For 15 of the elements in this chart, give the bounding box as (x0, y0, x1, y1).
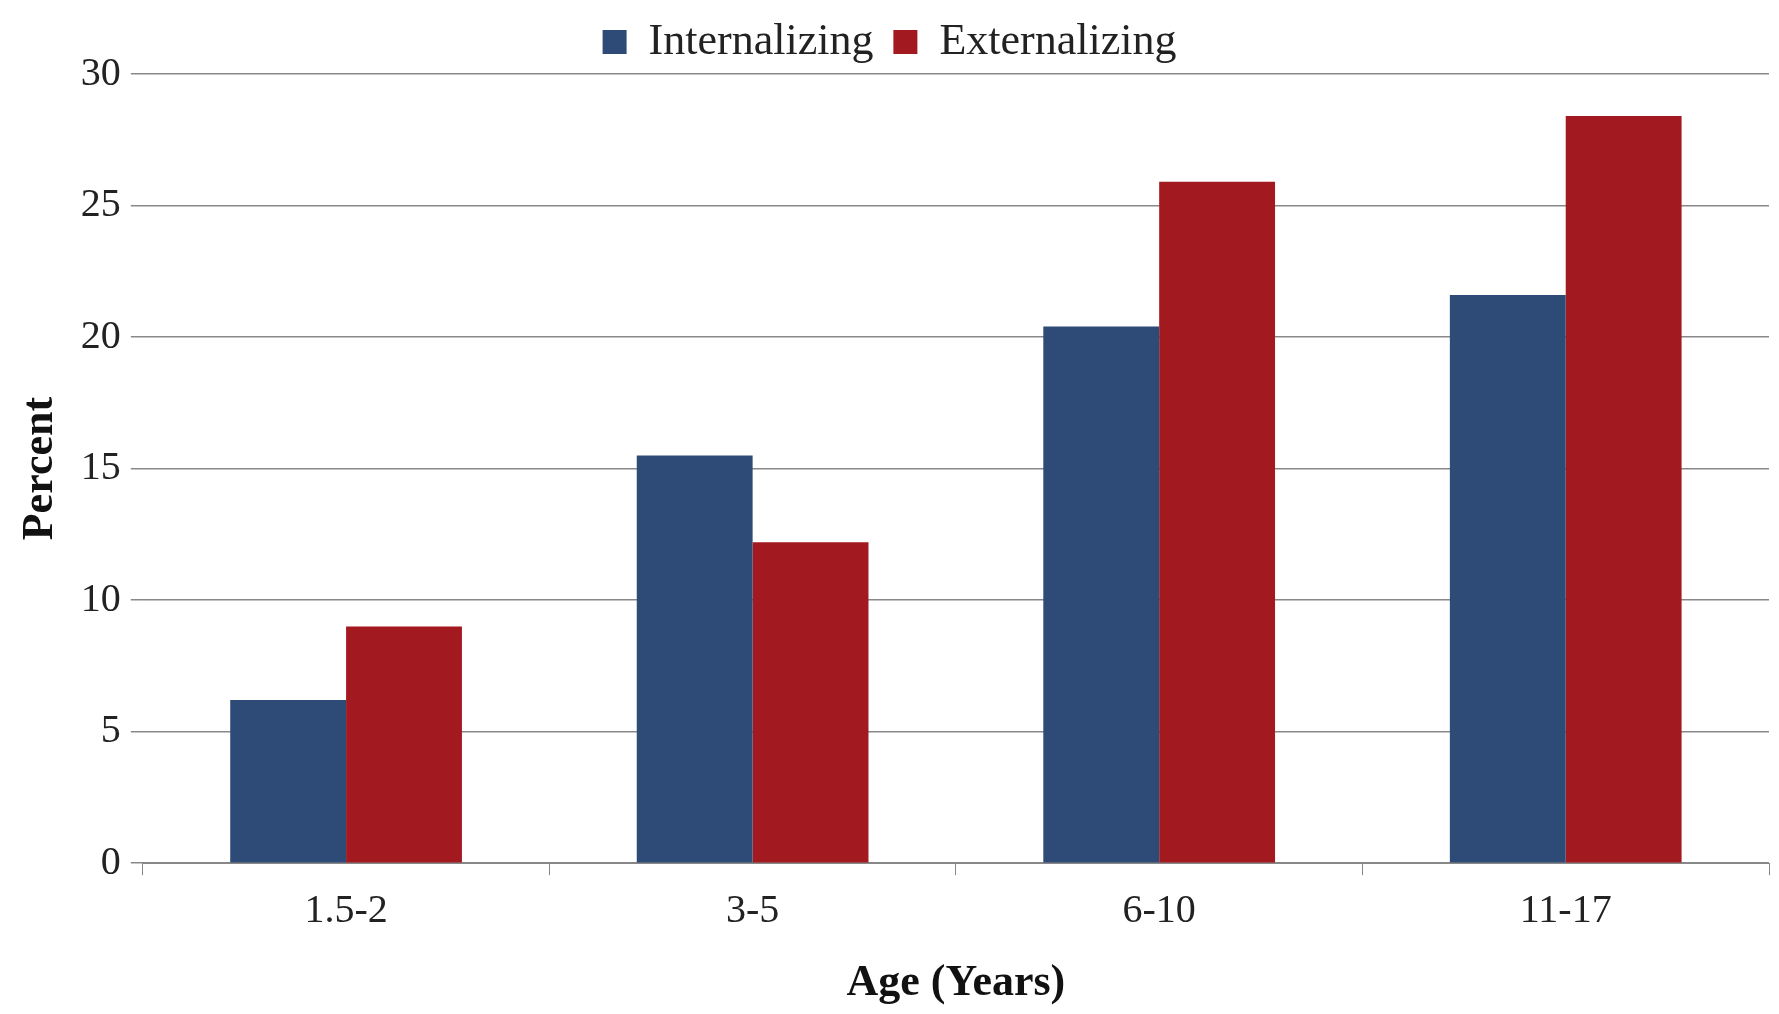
y-tick-label: 25 (80, 180, 121, 226)
x-tick-label: 6-10 (1122, 885, 1196, 931)
x-tick-label: 11-17 (1519, 885, 1612, 931)
y-tick-label: 0 (100, 837, 121, 883)
legend-label: Internalizing (648, 14, 874, 64)
y-tick-label: 15 (80, 443, 121, 489)
x-tick-label: 3-5 (725, 885, 780, 931)
y-tick-label: 10 (80, 574, 121, 620)
y-tick-label: 20 (80, 311, 121, 357)
x-axis-title: Age (Years) (846, 955, 1066, 1005)
y-tick-label: 30 (80, 48, 121, 94)
y-axis-title: Percent (12, 396, 62, 541)
legend-label: Externalizing (939, 14, 1177, 64)
y-tick-label: 5 (100, 706, 121, 752)
x-tick-label: 1.5-2 (304, 885, 388, 931)
